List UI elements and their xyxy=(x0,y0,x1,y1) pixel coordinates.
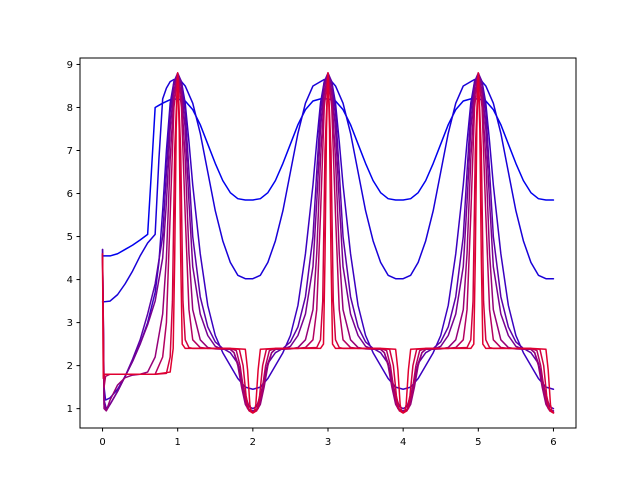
y-tick-label: 4 xyxy=(67,275,73,286)
y-tick-label: 2 xyxy=(67,361,73,372)
y-tick-label: 6 xyxy=(67,189,73,200)
series-layer xyxy=(101,72,555,414)
y-tick-label: 9 xyxy=(67,60,73,71)
y-axis: 1 2 3 4 5 6 7 8 9 xyxy=(67,60,80,415)
x-tick-label: 5 xyxy=(475,437,481,448)
x-tick-label: 2 xyxy=(250,437,256,448)
y-tick-label: 8 xyxy=(67,103,73,114)
y-tick-label: 3 xyxy=(67,318,73,329)
x-tick-label: 6 xyxy=(550,437,556,448)
x-tick-label: 0 xyxy=(99,437,105,448)
x-axis: 0 1 2 3 4 5 6 xyxy=(99,428,557,448)
y-tick-label: 5 xyxy=(67,232,73,243)
series-line-9 xyxy=(101,72,555,414)
x-tick-label: 1 xyxy=(175,437,181,448)
x-tick-label: 3 xyxy=(325,437,331,448)
y-tick-label: 1 xyxy=(67,404,73,415)
x-tick-label: 4 xyxy=(400,437,406,448)
y-tick-label: 7 xyxy=(67,146,73,157)
